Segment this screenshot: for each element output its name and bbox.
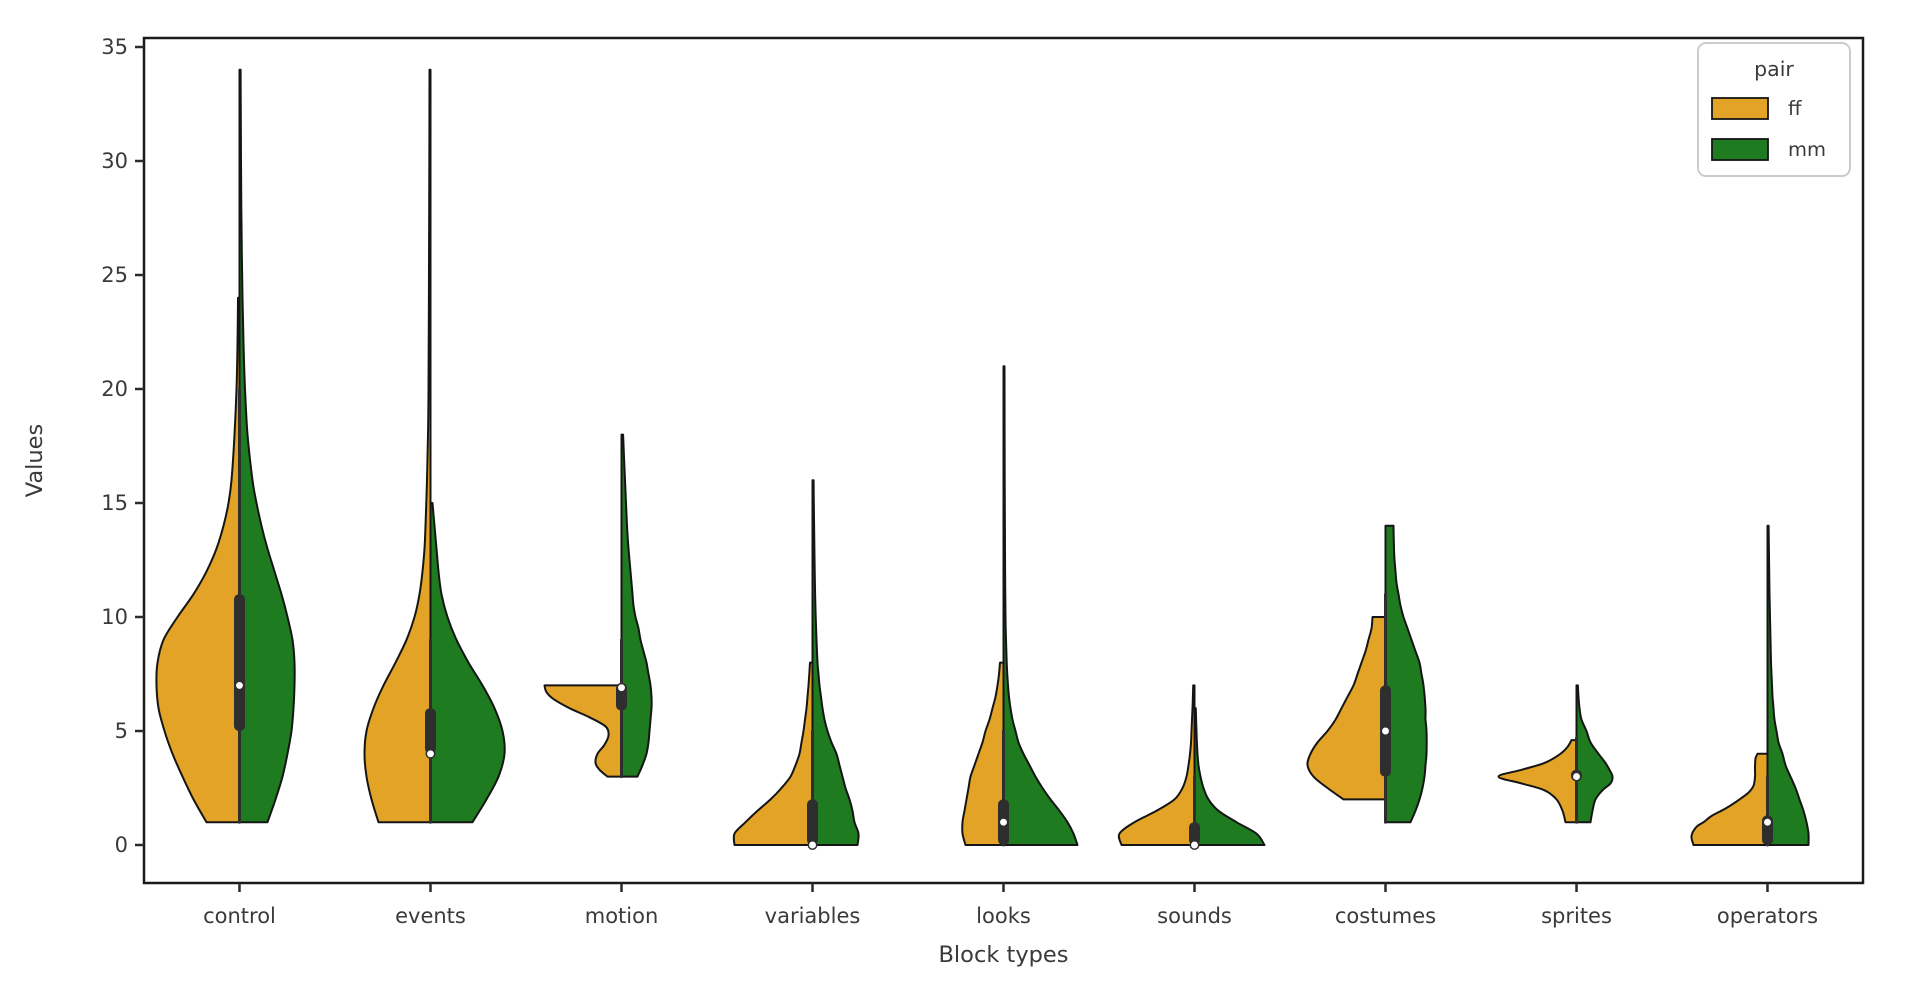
y-axis-title: Values xyxy=(22,424,48,498)
violin-events xyxy=(363,68,506,824)
y-tick-label: 10 xyxy=(101,605,128,629)
violin-looks-ff-half xyxy=(961,661,1005,846)
violin-motion xyxy=(543,433,653,779)
violin-sounds-mm-half xyxy=(1193,707,1266,846)
y-tick-label: 0 xyxy=(115,833,128,857)
legend-label-ff: ff xyxy=(1788,97,1802,120)
y-tick-label: 25 xyxy=(101,263,128,287)
iqr-box-sounds xyxy=(1189,822,1200,845)
median-dot-sounds xyxy=(1189,840,1200,850)
violin-costumes-mm-half xyxy=(1384,524,1428,824)
violin-control-mm-half xyxy=(238,68,296,824)
violin-motion-mm-half xyxy=(620,433,653,778)
violin-motion-ff-half xyxy=(543,684,623,778)
iqr-box-variables xyxy=(807,799,818,845)
iqr-box-events xyxy=(425,708,436,754)
violin-sounds xyxy=(1117,684,1266,850)
x-tick-label-sprites: sprites xyxy=(1541,904,1612,928)
median-dot-variables xyxy=(807,840,818,850)
x-tick-label-costumes: costumes xyxy=(1335,904,1436,928)
violin-operators-mm-half xyxy=(1766,524,1810,846)
x-tick-label-looks: looks xyxy=(976,904,1031,928)
violin-costumes-ff-half xyxy=(1306,616,1387,801)
legend-swatch-ff xyxy=(1711,97,1769,120)
violin-events-ff-half xyxy=(363,68,432,824)
y-tick-label: 30 xyxy=(101,149,128,173)
iqr-box-control xyxy=(234,594,245,731)
legend-title: pair xyxy=(1754,57,1794,81)
violin-variables xyxy=(732,479,860,850)
legend-label-mm: mm xyxy=(1788,138,1826,161)
violin-costumes xyxy=(1306,524,1428,824)
x-axis: control events motion variables looks sounds c… xyxy=(203,883,1818,928)
x-tick-label-variables: variables xyxy=(765,904,861,928)
violin-looks-mm-half xyxy=(1002,365,1079,846)
y-tick-label: 15 xyxy=(101,491,128,515)
x-tick-label-control: control xyxy=(203,904,276,928)
y-tick-label: 20 xyxy=(101,377,128,401)
median-dot-sprites xyxy=(1571,771,1582,782)
violin-looks xyxy=(961,365,1079,847)
violin-control xyxy=(155,68,296,824)
median-dot-events xyxy=(425,748,436,759)
legend-swatch-mm xyxy=(1711,138,1769,161)
y-axis: 0 5 10 15 20 25 30 35 xyxy=(101,35,144,857)
median-dot-control xyxy=(234,680,245,691)
median-dot-costumes xyxy=(1380,726,1391,736)
violin-events-mm-half xyxy=(429,502,506,824)
violin-control-ff-half xyxy=(155,296,241,824)
violin-operators-ff-half xyxy=(1690,752,1769,846)
violin-operators xyxy=(1690,524,1810,847)
y-tick-label: 35 xyxy=(101,35,128,59)
median-dot-operators xyxy=(1762,817,1773,828)
x-tick-label-events: events xyxy=(395,904,466,928)
median-dot-looks xyxy=(998,817,1009,828)
violin-sprites xyxy=(1497,684,1614,824)
violin-variables-mm-half xyxy=(811,479,860,846)
y-tick-label: 5 xyxy=(115,719,128,743)
violin-sprites-ff-half xyxy=(1497,739,1578,824)
violin-sprites-mm-half xyxy=(1575,684,1614,824)
violin-sounds-ff-half xyxy=(1117,684,1196,846)
legend: pair ff mm xyxy=(1697,42,1851,177)
x-axis-title: Block types xyxy=(939,942,1069,968)
x-tick-label-motion: motion xyxy=(585,904,659,928)
x-tick-label-operators: operators xyxy=(1717,904,1818,928)
x-tick-label-sounds: sounds xyxy=(1157,904,1232,928)
violin-variables-ff-half xyxy=(732,661,814,846)
median-dot-motion xyxy=(616,682,627,693)
